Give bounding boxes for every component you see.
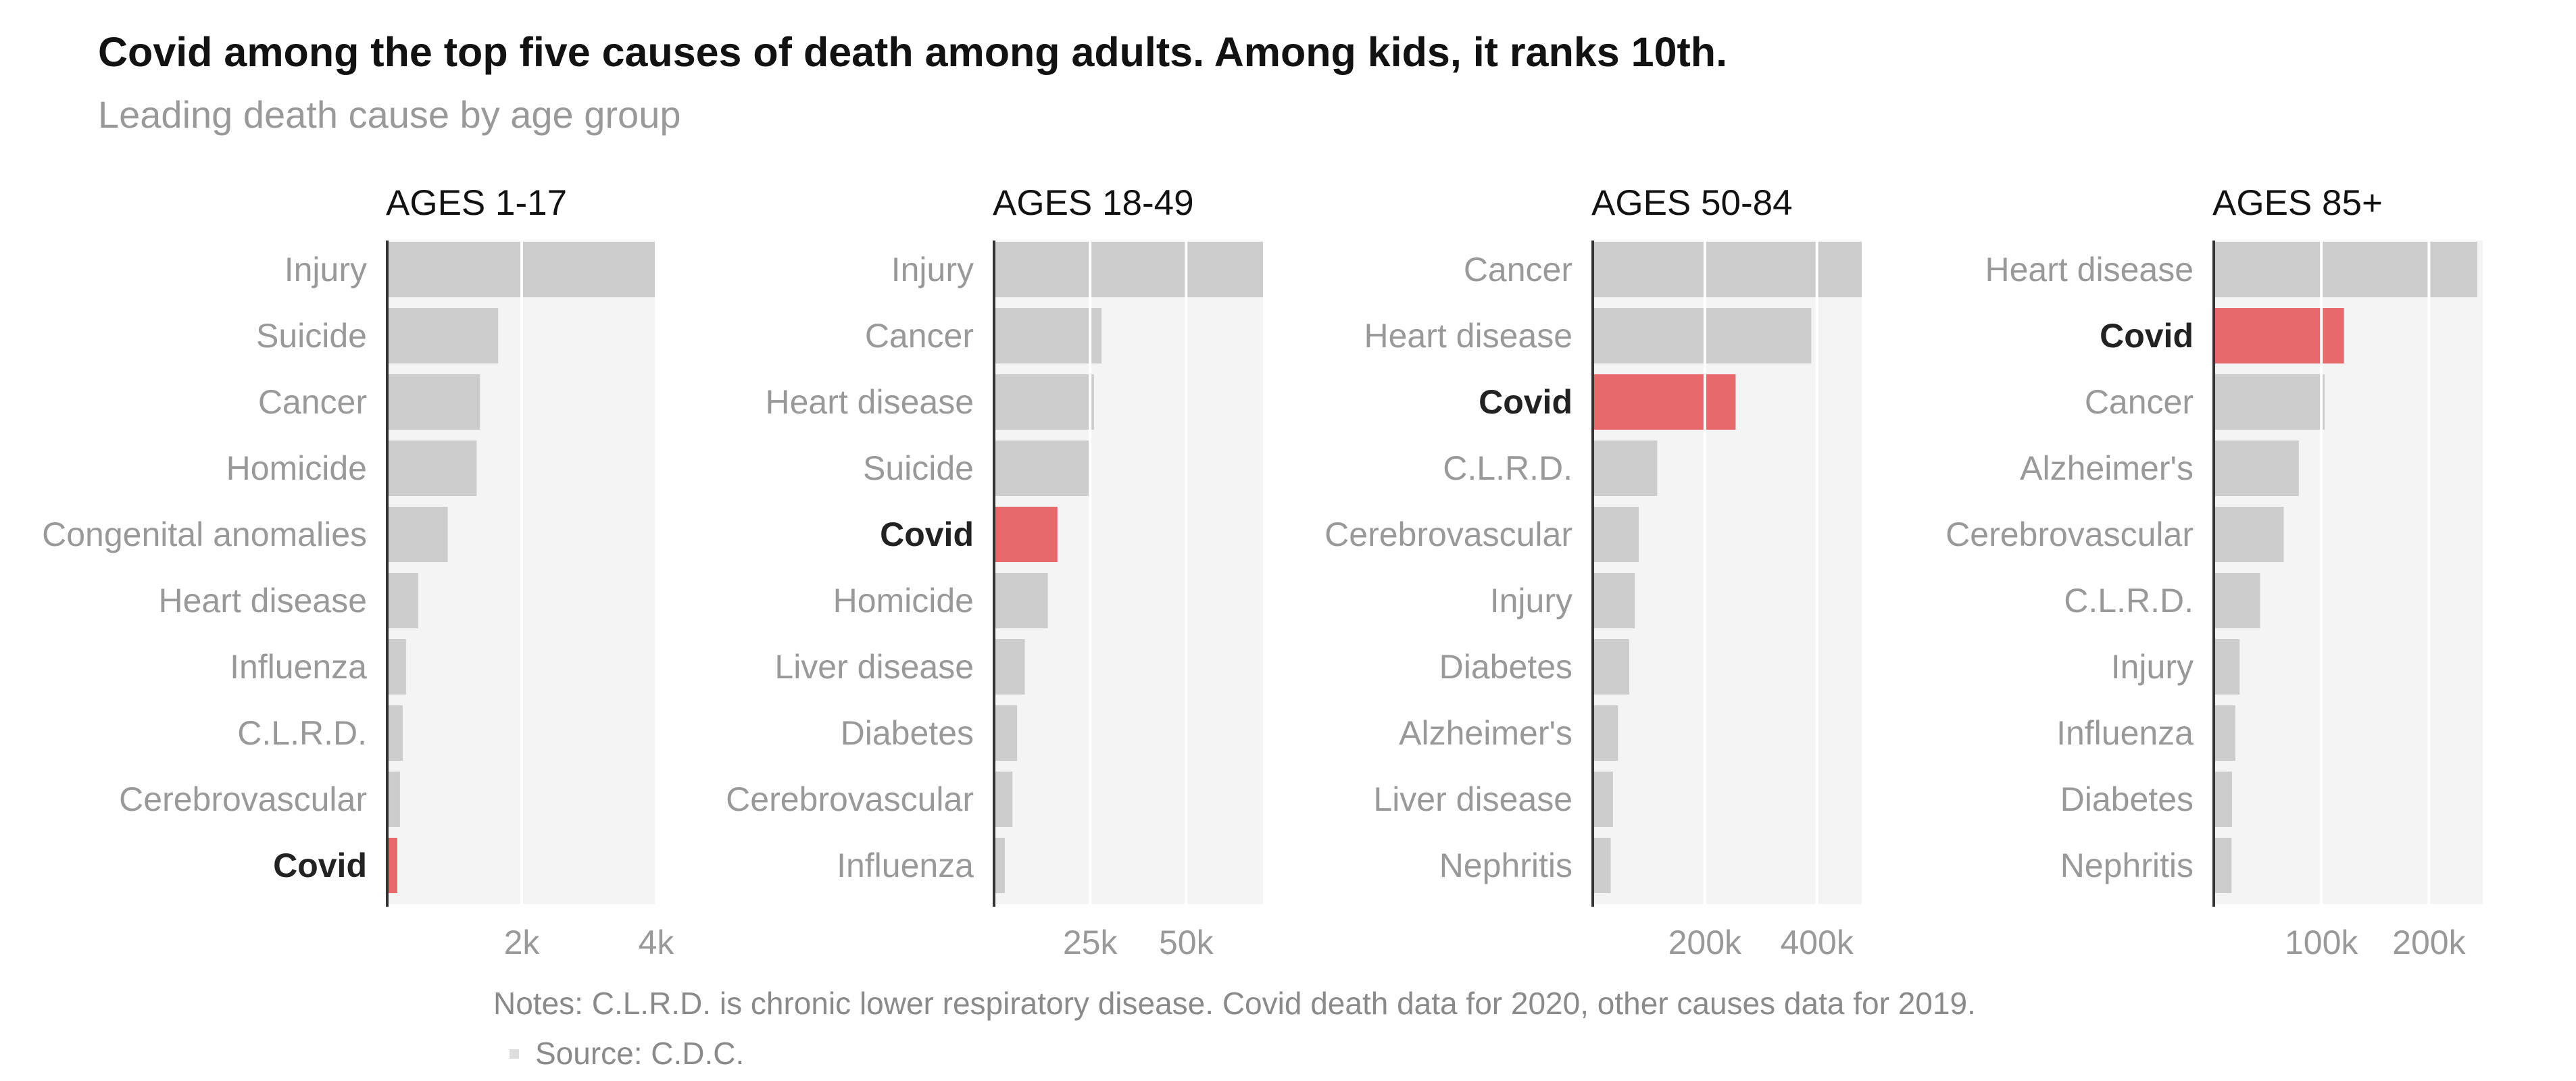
- chart-subtitle: Leading death cause by age group: [98, 93, 681, 136]
- bar-cerebrovascular: [387, 772, 400, 827]
- category-label: Cancer: [2085, 383, 2194, 421]
- category-label: Congenital anomalies: [42, 516, 367, 553]
- bar-suicide: [387, 308, 499, 363]
- bar-nephritis: [2214, 838, 2232, 893]
- category-label: Alzheimer's: [2020, 449, 2194, 487]
- category-label: Diabetes: [1439, 648, 1572, 686]
- category-label: Cerebrovascular: [726, 780, 974, 818]
- category-label: Heart disease: [1985, 251, 2194, 288]
- tick-label: 200k: [1668, 924, 1742, 961]
- category-label: Covid: [1479, 383, 1572, 421]
- bar-congenital-anomalies: [387, 507, 448, 562]
- category-label: Covid: [2100, 317, 2194, 355]
- bar-cancer: [994, 308, 1102, 363]
- panel-title: AGES 1-17: [386, 183, 567, 223]
- tick-label: 200k: [2392, 924, 2466, 961]
- tick-label: 4k: [639, 924, 675, 961]
- bar-diabetes: [994, 705, 1018, 761]
- bar-injury: [994, 242, 1263, 297]
- bar-liver-disease: [1593, 772, 1613, 827]
- category-label: Diabetes: [2060, 780, 2194, 818]
- bar-cancer: [2214, 374, 2325, 430]
- chart-title: Covid among the top five causes of death…: [98, 29, 1728, 75]
- category-label: Cancer: [865, 317, 974, 355]
- bar-heart-disease: [994, 374, 1094, 430]
- separator-square: [510, 1049, 519, 1059]
- chart-notes: Notes: C.L.R.D. is chronic lower respira…: [493, 978, 1980, 1078]
- category-label: Liver disease: [774, 648, 974, 686]
- category-label: Injury: [1490, 582, 1572, 620]
- category-label: Diabetes: [841, 714, 974, 752]
- tick-label: 100k: [2285, 924, 2358, 961]
- tick-label: 2k: [504, 924, 541, 961]
- bar-heart-disease: [2214, 242, 2478, 297]
- bar-cerebrovascular: [2214, 507, 2284, 562]
- bar-heart-disease: [1593, 308, 1812, 363]
- bar-cerebrovascular: [1593, 507, 1639, 562]
- category-label: Covid: [880, 516, 974, 553]
- bar-injury: [2214, 639, 2240, 695]
- category-label: Nephritis: [1439, 847, 1572, 884]
- category-label: Cerebrovascular: [1946, 516, 2194, 553]
- category-label: C.L.R.D.: [2064, 582, 2194, 620]
- category-label: Suicide: [863, 449, 974, 487]
- category-label: Injury: [891, 251, 974, 288]
- tick-label: 50k: [1159, 924, 1214, 961]
- bar-heart-disease: [387, 573, 418, 628]
- bar-alzheimer-s: [1593, 705, 1618, 761]
- bar-influenza: [387, 639, 406, 695]
- bar-influenza: [2214, 705, 2235, 761]
- category-label: Nephritis: [2060, 847, 2194, 884]
- bar-covid: [387, 838, 397, 893]
- category-label: Liver disease: [1373, 780, 1572, 818]
- bar-c-l-r-d-: [2214, 573, 2260, 628]
- bar-suicide: [994, 441, 1091, 496]
- bar-cerebrovascular: [994, 772, 1013, 827]
- category-label: Heart disease: [766, 383, 974, 421]
- bar-homicide: [994, 573, 1048, 628]
- bar-diabetes: [2214, 772, 2233, 827]
- bar-covid: [1593, 374, 1736, 430]
- bar-covid: [994, 507, 1058, 562]
- bar-injury: [1593, 573, 1635, 628]
- category-label: Homicide: [833, 582, 974, 620]
- panel-title: AGES 85+: [2212, 183, 2383, 223]
- category-label: Influenza: [230, 648, 367, 686]
- category-label: Covid: [273, 847, 367, 884]
- category-label: Heart disease: [1364, 317, 1573, 355]
- charts-svg: AGES 1-17 Injury Suicide Cancer Homicide Cong…: [42, 183, 2483, 961]
- category-label: C.L.R.D.: [1443, 449, 1572, 487]
- category-label: Cancer: [258, 383, 367, 421]
- panel-title: AGES 18-49: [993, 183, 1194, 223]
- bar-alzheimer-s: [2214, 441, 2299, 496]
- bar-covid: [2214, 308, 2344, 363]
- bar-c-l-r-d-: [1593, 441, 1658, 496]
- category-label: Cancer: [1464, 251, 1572, 288]
- category-label: Injury: [284, 251, 367, 288]
- notes-text: Notes: C.L.R.D. is chronic lower respira…: [493, 986, 1976, 1021]
- category-label: C.L.R.D.: [237, 714, 367, 752]
- category-label: Influenza: [2056, 714, 2194, 752]
- category-label: Alzheimer's: [1399, 714, 1572, 752]
- bar-c-l-r-d-: [387, 705, 403, 761]
- category-label: Influenza: [837, 847, 974, 884]
- category-label: Cerebrovascular: [1324, 516, 1572, 553]
- category-label: Heart disease: [159, 582, 368, 620]
- panel-title: AGES 50-84: [1591, 183, 1793, 223]
- bar-cancer: [1593, 242, 1862, 297]
- category-label: Injury: [2111, 648, 2194, 686]
- tick-label: 400k: [1780, 924, 1854, 961]
- tick-label: 25k: [1063, 924, 1118, 961]
- category-label: Homicide: [226, 449, 367, 487]
- bar-liver-disease: [994, 639, 1025, 695]
- category-label: Cerebrovascular: [119, 780, 367, 818]
- bar-nephritis: [1593, 838, 1611, 893]
- category-label: Suicide: [256, 317, 367, 355]
- bar-cancer: [387, 374, 480, 430]
- bar-diabetes: [1593, 639, 1629, 695]
- bar-homicide: [387, 441, 477, 496]
- source-text: Source: C.D.C.: [535, 1036, 745, 1071]
- bar-influenza: [994, 838, 1005, 893]
